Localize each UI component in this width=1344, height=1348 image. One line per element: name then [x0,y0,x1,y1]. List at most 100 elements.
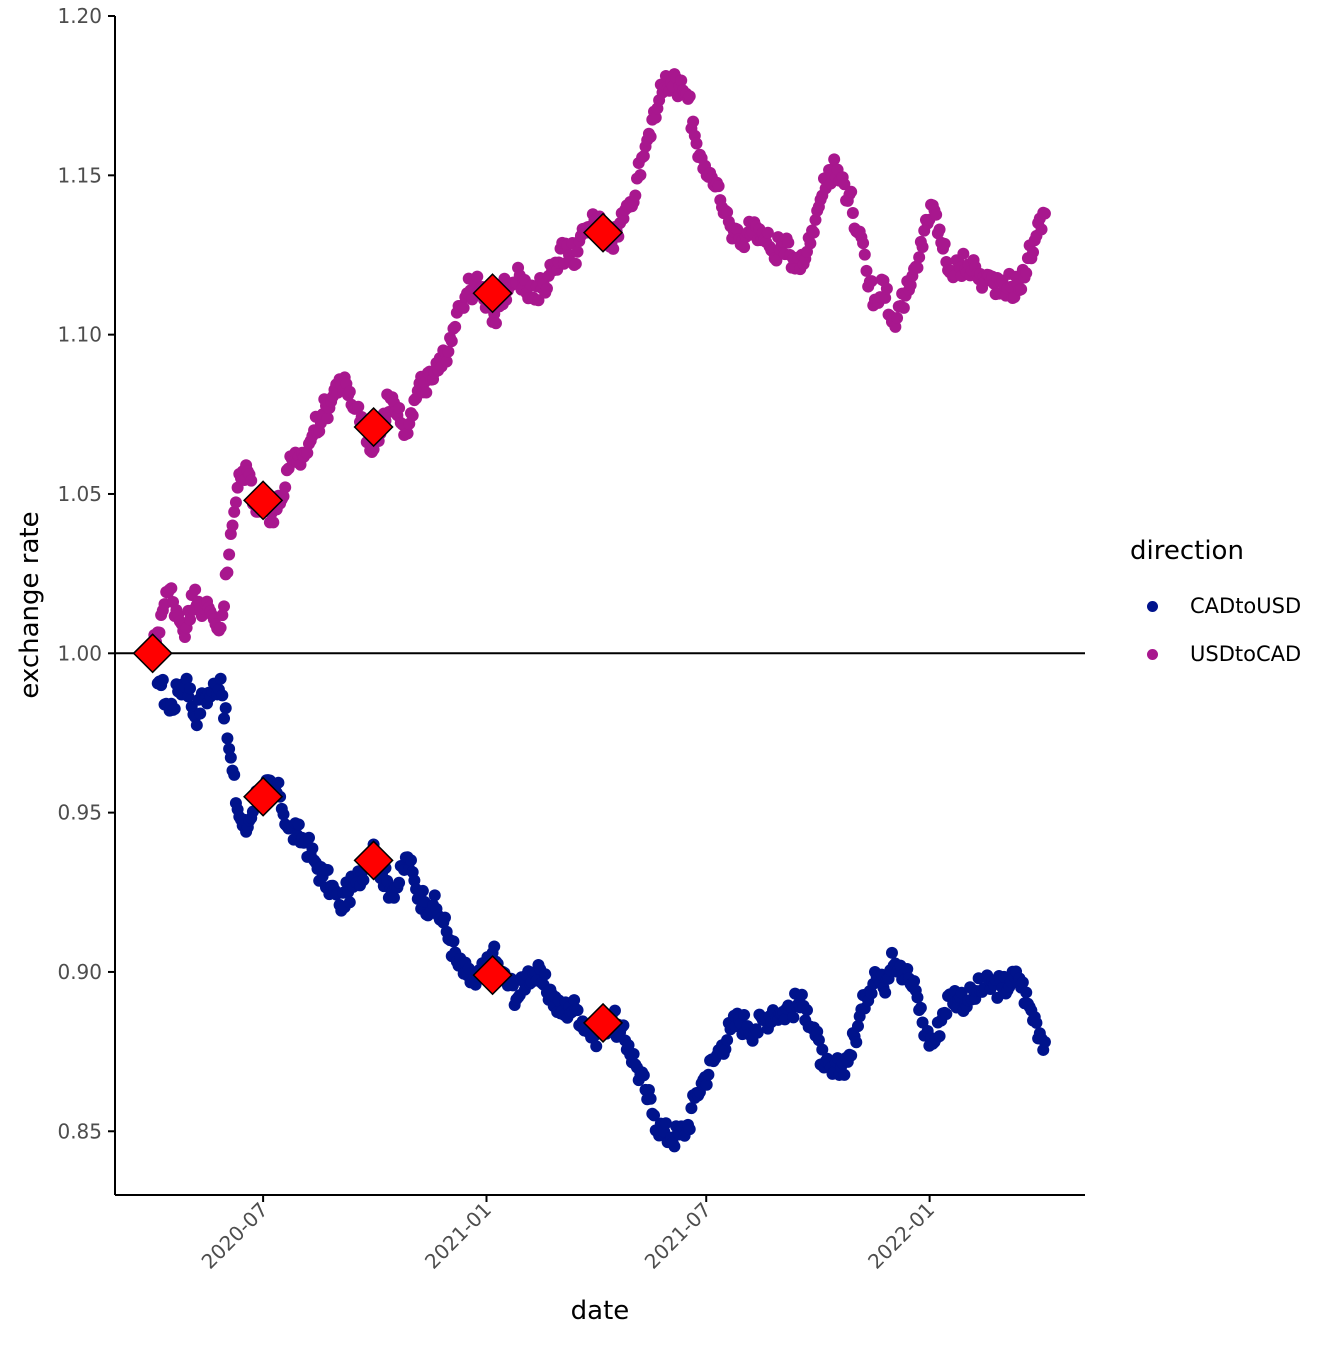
point-usdtocad-2-1 [165,582,178,595]
point-usdtocad-30 [401,427,414,440]
point-cadtousd-78-4 [816,1043,829,1056]
point-cadtousd-61-2 [668,1140,681,1153]
point-usdtocad-88-2 [897,301,910,314]
y-tick-label-1: 0.90 [57,960,102,984]
point-usdtocad-35-1 [445,335,458,348]
point-usdtocad-32-1 [420,386,433,399]
point-cadtousd-9-3 [228,768,241,781]
highlight-diamond-3 [472,273,513,314]
point-usdtocad-64 [690,137,703,150]
y-tick-label-7: 1.20 [57,4,102,28]
legend-title: direction [1130,536,1244,566]
point-usdtocad-37-3 [466,293,479,306]
point-cadtousd-82-1 [845,1049,858,1062]
point-cadtousd-35-2 [447,935,460,948]
point-cadtousd-60-2 [659,1117,672,1130]
point-usdtocad-77-2 [804,237,817,250]
point-usdtocad-67-3 [721,206,734,219]
point-usdtocad-36-3 [457,301,470,314]
point-cadtousd-102-4 [1020,986,1033,999]
point-cadtousd-46-1 [539,968,552,981]
point-cadtousd-69-3 [738,1008,751,1021]
point-cadtousd-4 [180,672,193,685]
point-usdtocad-87-2 [889,320,902,333]
highlight-diamond-4 [582,212,624,253]
point-usdtocad-38-1 [471,270,484,283]
point-cadtousd-67-2 [719,1043,732,1056]
point-usdtocad-18-1 [301,447,314,460]
point-cadtousd-104 [1030,1016,1043,1029]
x-axis-title: date [570,1296,630,1326]
point-cadtousd-34-2 [438,911,451,924]
point-cadtousd-28-2 [387,891,400,904]
y-tick-label-6: 1.15 [57,163,102,187]
point-cadtousd-49-3 [568,994,581,1007]
point-cadtousd-8-4 [221,732,234,745]
point-cadtousd-14-4 [272,776,285,789]
point-cadtousd-83 [851,1020,864,1033]
point-cadtousd-50 [571,1004,584,1017]
point-usdtocad-57-2 [634,169,647,182]
highlight-diamond-5 [243,776,284,817]
highlight-diamond-8 [582,1002,624,1043]
y-tick-label-2: 0.95 [57,801,102,825]
point-usdtocad-90-3 [916,240,929,253]
point-usdtocad-104-3 [1035,223,1048,236]
point-usdtocad-62-1 [675,74,688,87]
point-cadtousd-81-2 [838,1068,851,1081]
point-cadtousd-89-3 [908,975,921,988]
point-usdtocad-83-4 [858,248,871,261]
point-cadtousd-58-3 [644,1092,657,1105]
point-usdtocad-59-1 [649,111,662,124]
point-cadtousd-82-4 [850,1036,863,1049]
point-cadtousd-31-4 [416,884,429,897]
point-cadtousd-20-3 [321,863,334,876]
point-cadtousd-2-3 [168,702,181,715]
point-usdtocad-92-1 [930,208,943,221]
point-cadtousd-8-2 [218,712,231,725]
point-cadtousd-8 [214,672,227,685]
point-cadtousd-65-2 [702,1068,715,1081]
point-usdtocad-77-4 [807,226,820,239]
point-usdtocad-0-4 [153,626,166,639]
highlight-diamond-1 [243,480,284,521]
point-usdtocad-92-3 [933,223,946,236]
highlight-diamond-7 [472,955,513,996]
point-cadtousd-102-2 [1016,976,1029,989]
point-cadtousd-87 [885,946,898,959]
point-cadtousd-30-2 [404,854,417,867]
highlight-diamond-2 [353,406,394,448]
point-cadtousd-8-1 [216,689,229,702]
point-cadtousd-23-1 [343,896,356,909]
point-usdtocad-86-2 [880,282,893,295]
point-usdtocad-95-2 [957,247,970,260]
point-usdtocad-102-1 [1015,283,1028,296]
point-usdtocad-66-3 [712,180,725,193]
legend-marker-cadtousd [1147,600,1158,612]
point-usdtocad-50 [571,245,584,258]
point-cadtousd-67-3 [721,1034,734,1047]
legend-label-cadtousd: CADtoUSD [1190,594,1302,618]
point-usdtocad-54-1 [607,242,620,255]
legend: direction CADtoUSD USDtoCAD [1130,536,1330,678]
highlight-diamond-0 [132,633,173,674]
point-cadtousd-52-1 [590,1040,603,1053]
y-tick-label-5: 1.10 [57,323,102,347]
point-cadtousd-76-2 [795,988,808,1001]
point-cadtousd-17-1 [292,818,305,831]
point-cadtousd-24-4 [357,874,370,887]
point-usdtocad-63-1 [683,90,696,103]
point-usdtocad-30-3 [406,409,419,422]
point-cadtousd-75-2 [787,1011,800,1024]
point-usdtocad-74-4 [782,236,795,249]
point-usdtocad-35-3 [449,320,462,333]
point-cadtousd-15-2 [277,808,290,821]
point-usdtocad-8-2 [218,600,231,613]
point-cadtousd-5-1 [190,719,203,732]
point-usdtocad-9-4 [229,496,242,509]
point-usdtocad-93-1 [938,237,951,250]
point-cadtousd-105 [1038,1036,1051,1049]
point-usdtocad-40-2 [489,317,502,330]
point-usdtocad-57-4 [637,150,650,163]
